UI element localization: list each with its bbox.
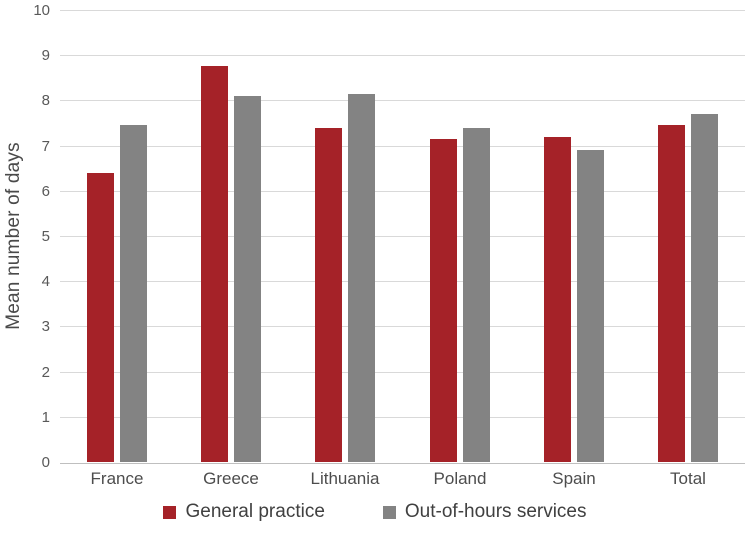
y-tick-label-8: 8 bbox=[41, 92, 50, 109]
bar-general-practice-greece bbox=[201, 66, 228, 462]
legend-swatch-general-practice bbox=[163, 505, 177, 519]
legend-label-general-practice: General practice bbox=[185, 501, 325, 522]
bar-out-of-hours-services-lithuania bbox=[348, 94, 375, 462]
gridline-y2 bbox=[60, 372, 745, 373]
bar-out-of-hours-services-greece bbox=[234, 96, 261, 462]
legend-label-out-of-hours-services: Out-of-hours services bbox=[404, 501, 587, 522]
bar-out-of-hours-services-spain bbox=[577, 150, 604, 462]
gridline-y9 bbox=[60, 55, 745, 56]
y-axis-tick-labels: 0 1 2 3 4 5 6 7 8 9 10 bbox=[0, 2, 50, 471]
gridline-y7 bbox=[60, 146, 745, 147]
y-tick-label-0: 0 bbox=[41, 454, 50, 471]
legend-item-out-of-hours-services: Out-of-hours services bbox=[382, 501, 587, 523]
bar-general-practice-spain bbox=[544, 137, 571, 462]
bar-general-practice-france bbox=[87, 173, 114, 462]
bar-out-of-hours-services-total bbox=[691, 114, 718, 462]
y-tick-label-7: 7 bbox=[41, 138, 50, 155]
bar-general-practice-total bbox=[658, 125, 685, 462]
bar-general-practice-poland bbox=[430, 139, 457, 462]
y-tick-label-9: 9 bbox=[41, 47, 50, 64]
gridline-y3 bbox=[60, 326, 745, 327]
y-tick-label-1: 1 bbox=[41, 409, 50, 426]
legend-swatch-out-of-hours-services bbox=[382, 505, 396, 519]
gridline-y4 bbox=[60, 281, 745, 282]
x-axis-label-lithuania: Lithuania bbox=[310, 469, 380, 488]
bar-general-practice-lithuania bbox=[315, 128, 342, 462]
y-tick-label-4: 4 bbox=[41, 273, 50, 290]
y-tick-label-5: 5 bbox=[41, 228, 50, 245]
y-tick-label-3: 3 bbox=[41, 318, 50, 335]
gridline-y6 bbox=[60, 191, 745, 192]
legend: General practice Out-of-hours services bbox=[0, 501, 750, 523]
x-axis-label-total: Total bbox=[670, 469, 706, 488]
y-tick-label-10: 10 bbox=[33, 2, 50, 19]
gridline-y8 bbox=[60, 100, 745, 101]
gridline-y1 bbox=[60, 417, 745, 418]
plot-area bbox=[60, 10, 745, 464]
bar-out-of-hours-services-france bbox=[120, 125, 147, 462]
y-tick-label-2: 2 bbox=[41, 364, 50, 381]
x-axis-label-poland: Poland bbox=[433, 469, 487, 488]
x-axis-label-france: France bbox=[90, 469, 144, 488]
gridline-y5 bbox=[60, 236, 745, 237]
y-tick-label-6: 6 bbox=[41, 183, 50, 200]
gridline-y10 bbox=[60, 10, 745, 11]
x-axis-line bbox=[60, 463, 745, 464]
x-axis-label-spain: Spain bbox=[552, 469, 596, 488]
legend-item-general-practice: General practice bbox=[163, 501, 325, 523]
x-axis-labels: France Greece Lithuania Poland Spain Total bbox=[60, 469, 745, 491]
bar-out-of-hours-services-poland bbox=[463, 128, 490, 462]
x-axis-label-greece: Greece bbox=[203, 469, 259, 488]
